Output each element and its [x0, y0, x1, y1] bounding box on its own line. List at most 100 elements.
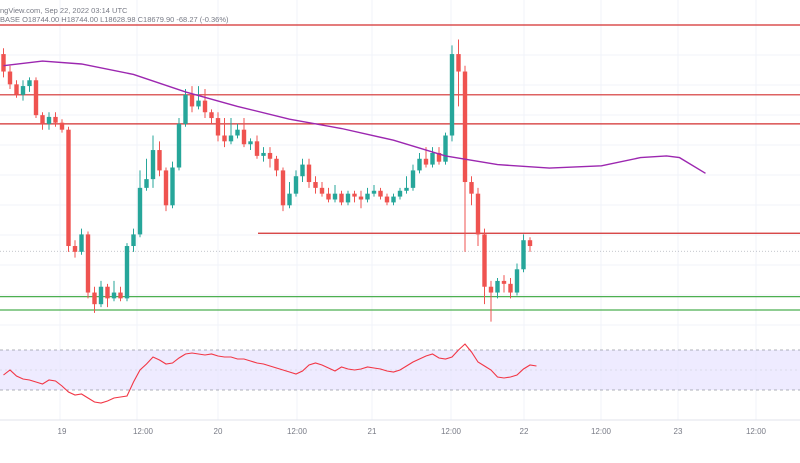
candle-body	[397, 190, 403, 197]
candle-body	[358, 196, 364, 200]
candle-body	[345, 193, 351, 203]
candle-body	[430, 152, 435, 165]
candle-body	[475, 193, 481, 235]
candle-body	[157, 150, 162, 171]
candle-body	[378, 190, 383, 197]
candle-body	[514, 269, 520, 293]
candle-body	[150, 150, 156, 180]
candle-body	[352, 193, 357, 197]
candle-body	[1, 54, 6, 72]
candle-body	[202, 100, 208, 113]
price-levels	[0, 24, 800, 311]
candle-body	[495, 280, 500, 293]
x-tick-label: 20	[214, 427, 223, 436]
x-tick-label: 12:00	[287, 427, 308, 436]
candle-body	[72, 246, 78, 252]
candle-body	[183, 94, 188, 124]
candle-body	[280, 170, 286, 206]
candle-body	[33, 80, 39, 116]
candle-body	[7, 71, 13, 85]
candle-body	[53, 116, 58, 123]
chart-header: ngView.com, Sep 22, 2022 03:14 UTC BASE …	[0, 6, 233, 24]
candle-body	[189, 94, 195, 107]
candle-body	[241, 129, 247, 145]
candle-body	[267, 152, 273, 159]
candle-body	[131, 234, 136, 247]
candle-body	[254, 141, 260, 156]
candle-body	[404, 187, 409, 191]
candle-body	[40, 115, 45, 124]
candle-body	[261, 152, 266, 156]
x-tick-label: 12:00	[746, 427, 767, 436]
ma-line	[3, 60, 706, 174]
candle-body	[124, 246, 130, 299]
candle-body	[488, 286, 494, 293]
candle-body	[98, 286, 104, 305]
candle-body	[527, 240, 533, 247]
candle-body	[365, 193, 370, 200]
candle-body	[313, 182, 318, 188]
candle-body	[326, 193, 331, 200]
candle-body	[332, 193, 338, 200]
candle-body	[287, 193, 292, 206]
candle-body	[410, 170, 416, 188]
candle-body	[92, 292, 97, 305]
candle-body	[163, 170, 169, 206]
x-tick-label: 23	[674, 427, 683, 436]
candle-body	[46, 116, 52, 124]
candle-body	[521, 240, 526, 270]
moving-average	[3, 60, 706, 174]
candle-body	[137, 187, 143, 235]
candle-body	[417, 158, 422, 171]
candle-body	[222, 135, 227, 142]
candle-body	[482, 234, 487, 287]
candle-body	[111, 292, 117, 299]
candle-body	[14, 84, 19, 95]
candle-body	[469, 182, 474, 194]
candle-body	[391, 196, 396, 203]
candle-body	[144, 179, 149, 188]
candle-body	[449, 54, 455, 136]
candle-body	[274, 158, 279, 171]
candle-body	[501, 280, 507, 284]
candle-body	[306, 164, 312, 183]
x-axis: 19 12:00 20 12:00 21 12:00 22 12:00 23 12:00	[0, 419, 800, 436]
x-tick-label: 22	[520, 427, 529, 436]
candle-body	[235, 129, 240, 136]
x-tick-label: 12:00	[591, 427, 612, 436]
candles	[1, 39, 533, 322]
candle-body	[436, 152, 442, 162]
rsi-line	[3, 343, 537, 404]
x-tick-label: 19	[58, 427, 67, 436]
candle-body	[66, 129, 71, 247]
candle-body	[423, 158, 429, 165]
candle-body	[293, 176, 299, 194]
candle-body	[105, 286, 110, 299]
candle-body	[508, 283, 513, 293]
candle-body	[319, 187, 325, 194]
x-tick-label: 12:00	[441, 427, 462, 436]
candle-body	[79, 234, 84, 252]
candle-body	[462, 71, 468, 183]
chart-ohlc: BASE O18744.00 H18744.00 L18628.98 C1867…	[0, 15, 229, 24]
candle-body	[443, 135, 448, 162]
candle-body	[371, 190, 377, 194]
rsi-panel	[0, 343, 800, 404]
candle-body	[27, 80, 32, 87]
candle-body	[248, 141, 253, 145]
candle-body	[59, 122, 65, 130]
candle-body	[85, 234, 91, 293]
candle-body	[228, 135, 234, 142]
x-tick-label: 21	[368, 427, 377, 436]
candle-body	[339, 193, 344, 203]
candle-body	[170, 167, 175, 206]
x-tick-label: 12:00	[133, 427, 154, 436]
candle-body	[300, 164, 305, 177]
candle-body	[20, 86, 26, 95]
chart-source: ngView.com, Sep 22, 2022 03:14 UTC	[0, 6, 128, 15]
candle-body	[118, 292, 123, 299]
candle-body	[209, 112, 214, 119]
candle-body	[215, 118, 221, 136]
